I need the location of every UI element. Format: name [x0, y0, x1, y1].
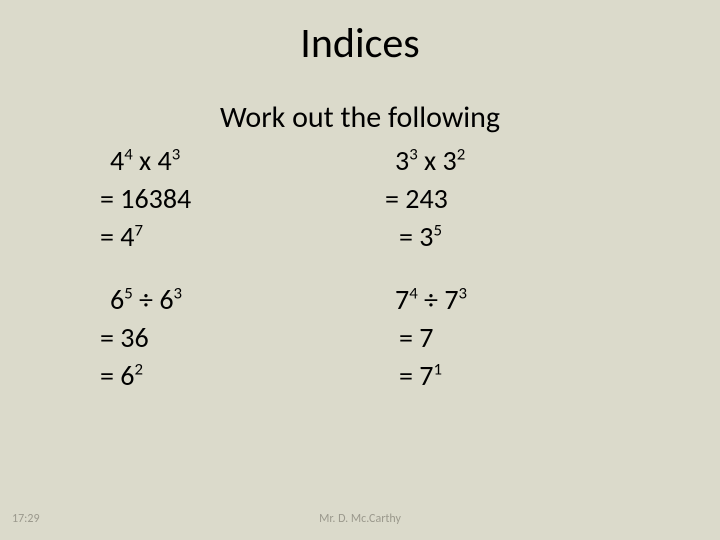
problem-top-right: 33 x 32 = 243 = 35 [385, 142, 630, 255]
footer-time: 17:29 [12, 512, 40, 526]
expression: 33 x 32 [395, 142, 630, 180]
answer-value: = 243 [385, 180, 630, 218]
answer-index: = 62 [100, 357, 345, 395]
answer-value: = 7 [399, 319, 630, 357]
expression: 44 x 43 [110, 142, 345, 180]
answer-index: = 71 [399, 357, 630, 395]
answer-value: = 36 [100, 319, 345, 357]
answer-index: = 35 [399, 218, 630, 256]
page-title: Indices [0, 0, 720, 69]
problem-bottom-right: 74 ÷ 73 = 7 = 71 [385, 281, 630, 394]
answer-value: = 16384 [100, 180, 345, 218]
footer-author: Mr. D. Mc.Carthy [319, 512, 401, 526]
problem-bottom-left: 65 ÷ 63 = 36 = 62 [100, 281, 345, 394]
subtitle: Work out the following [0, 99, 720, 136]
expression: 74 ÷ 73 [395, 281, 630, 319]
problem-top-left: 44 x 43 = 16384 = 47 [100, 142, 345, 255]
expression: 65 ÷ 63 [110, 281, 345, 319]
problems-grid: 44 x 43 = 16384 = 47 33 x 32 = 243 = 35 … [0, 142, 720, 395]
answer-index: = 47 [100, 218, 345, 256]
